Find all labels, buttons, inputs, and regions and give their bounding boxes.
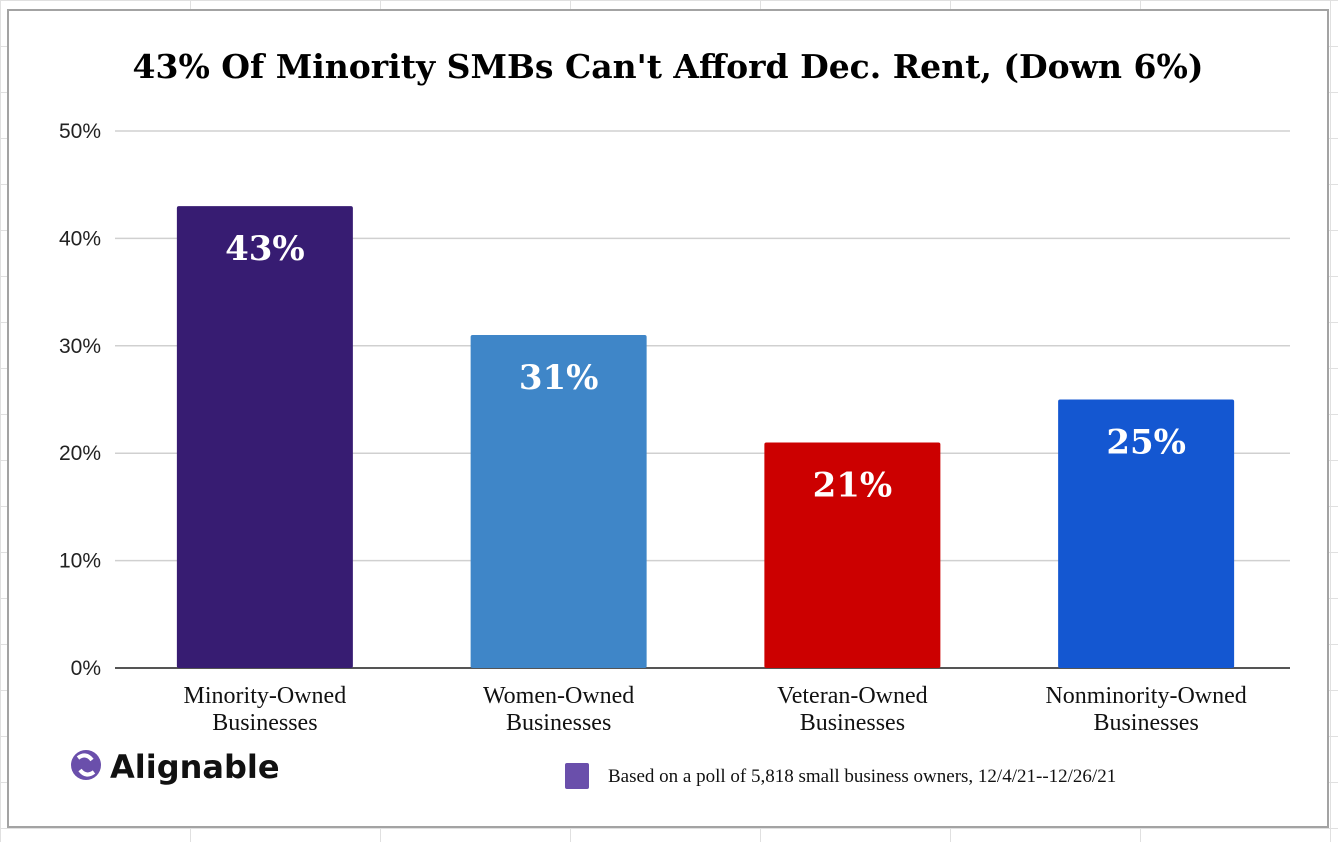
y-tick-label: 40% bbox=[59, 227, 101, 250]
bar bbox=[176, 206, 353, 668]
data-label: 21% bbox=[813, 465, 893, 505]
legend: Based on a poll of 5,818 small business … bbox=[565, 763, 1116, 789]
y-tick-label: 0% bbox=[71, 657, 101, 680]
x-category-label: Veteran-Owned bbox=[777, 683, 928, 709]
x-category-label: Businesses bbox=[1093, 710, 1198, 736]
y-tick-label: 20% bbox=[59, 442, 101, 465]
legend-swatch bbox=[565, 763, 589, 789]
x-category-label: Nonminority-Owned bbox=[1045, 683, 1246, 709]
legend-text: Based on a poll of 5,818 small business … bbox=[608, 766, 1116, 787]
x-category-label: Businesses bbox=[800, 710, 905, 736]
data-label: 43% bbox=[225, 229, 305, 269]
data-label: 25% bbox=[1106, 423, 1186, 463]
y-tick-label: 10% bbox=[59, 550, 101, 573]
alignable-logo: Alignable bbox=[71, 748, 280, 786]
x-category-label: Women-Owned bbox=[483, 683, 634, 709]
x-category-label: Minority-Owned bbox=[184, 683, 347, 709]
y-tick-label: 50% bbox=[59, 120, 101, 143]
chart-title: 43% Of Minority SMBs Can't Afford Dec. R… bbox=[133, 47, 1204, 86]
y-tick-label: 30% bbox=[59, 335, 101, 358]
bar bbox=[764, 442, 941, 668]
alignable-logo-text: Alignable bbox=[110, 748, 280, 786]
bar bbox=[1058, 399, 1235, 668]
bar bbox=[470, 335, 647, 668]
x-category-label: Businesses bbox=[212, 710, 317, 736]
data-label: 31% bbox=[519, 358, 599, 398]
x-category-label: Businesses bbox=[506, 710, 611, 736]
